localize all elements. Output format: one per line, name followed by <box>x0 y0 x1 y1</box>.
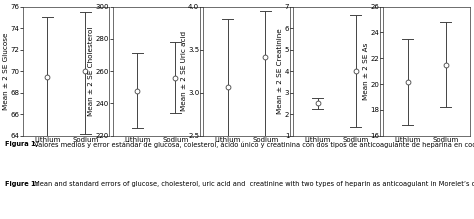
Text: Figura 1:: Figura 1: <box>5 141 38 147</box>
Text: Figure 1:: Figure 1: <box>5 181 38 187</box>
Y-axis label: Mean ± 2 SE Uric acid: Mean ± 2 SE Uric acid <box>181 31 187 111</box>
Text: Mean and standard errors of glucose, cholesterol, uric acid and  creatinine with: Mean and standard errors of glucose, cho… <box>32 181 474 187</box>
Y-axis label: Mean ± 2 SE As: Mean ± 2 SE As <box>363 42 369 100</box>
Y-axis label: Mean ± 2 SE Creatinine: Mean ± 2 SE Creatinine <box>277 28 283 114</box>
Y-axis label: Mean ± 2 SE Cholesterol: Mean ± 2 SE Cholesterol <box>88 26 94 116</box>
Text: Valores medios y error estándar de glucosa, colesterol, ácido único y creatinina: Valores medios y error estándar de gluco… <box>32 141 474 148</box>
Y-axis label: Mean ± 2 SE Glucose: Mean ± 2 SE Glucose <box>3 32 9 110</box>
